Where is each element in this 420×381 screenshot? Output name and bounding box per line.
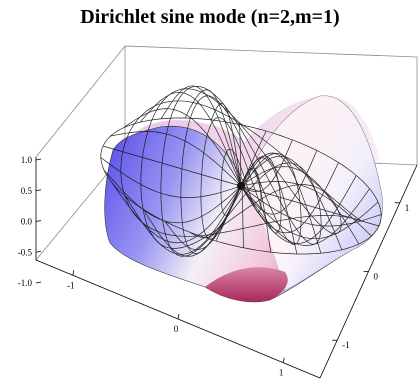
mesh-spoke bbox=[100, 157, 242, 198]
mesh-spoke bbox=[240, 155, 343, 250]
x-tick-label: -1 bbox=[67, 280, 75, 290]
mesh-spoke bbox=[110, 131, 242, 187]
y-tick-label: 1 bbox=[405, 203, 410, 213]
mesh-spoke bbox=[240, 185, 382, 227]
mesh-spoke bbox=[240, 166, 360, 245]
y-axis: 1 0 -1 bbox=[332, 202, 410, 350]
z-axis: 1.0 0.5 0.0 -0.5 -1.0 bbox=[18, 155, 42, 288]
mesh-ring bbox=[140, 88, 342, 249]
mesh-ring bbox=[120, 100, 363, 237]
mesh-spoke bbox=[240, 150, 318, 215]
mesh-ring bbox=[180, 95, 302, 254]
mesh-spoke bbox=[240, 139, 293, 193]
mesh-spoke bbox=[122, 108, 242, 187]
mesh-spoke bbox=[160, 85, 242, 187]
z-tick-mark bbox=[35, 158, 42, 161]
x-tick-mark bbox=[177, 313, 180, 320]
z-tick-label: -1.0 bbox=[18, 278, 33, 288]
z-tick-mark bbox=[35, 220, 42, 222]
surface-mesh bbox=[100, 85, 382, 257]
x-tick-mark bbox=[72, 270, 75, 276]
x-tick-label: 0 bbox=[174, 324, 179, 334]
z-tick-label: 0.0 bbox=[21, 217, 33, 227]
mesh-spoke bbox=[240, 185, 379, 240]
center-point bbox=[237, 182, 245, 190]
x-tick-label: 1 bbox=[279, 368, 284, 378]
mesh-ring bbox=[160, 85, 322, 257]
z-tick-label: 1.0 bbox=[21, 155, 33, 165]
z-tick-label: -0.5 bbox=[18, 247, 33, 257]
mesh-spoke bbox=[125, 185, 242, 255]
mesh-spoke bbox=[103, 169, 242, 224]
z-tick-label: 0.5 bbox=[21, 186, 33, 196]
mesh-spoke bbox=[210, 102, 242, 187]
x-axis: -1 0 1 bbox=[67, 270, 285, 378]
x-tick-mark bbox=[282, 357, 285, 363]
y-tick-label: 0 bbox=[374, 272, 379, 282]
mesh-ring bbox=[100, 117, 382, 255]
mesh-ring bbox=[220, 148, 262, 216]
mesh-spoke bbox=[112, 183, 242, 244]
surface bbox=[100, 85, 383, 303]
y-tick-label: -1 bbox=[342, 340, 350, 350]
mesh-spoke bbox=[139, 92, 242, 187]
z-tick-mark bbox=[35, 189, 42, 192]
z-tick-mark bbox=[35, 250, 42, 253]
mesh-ring bbox=[200, 117, 282, 240]
z-tick-mark bbox=[35, 281, 42, 284]
mesh-spoke bbox=[102, 145, 242, 187]
chart-title: Dirichlet sine mode (n=2,m=1) bbox=[80, 6, 340, 28]
